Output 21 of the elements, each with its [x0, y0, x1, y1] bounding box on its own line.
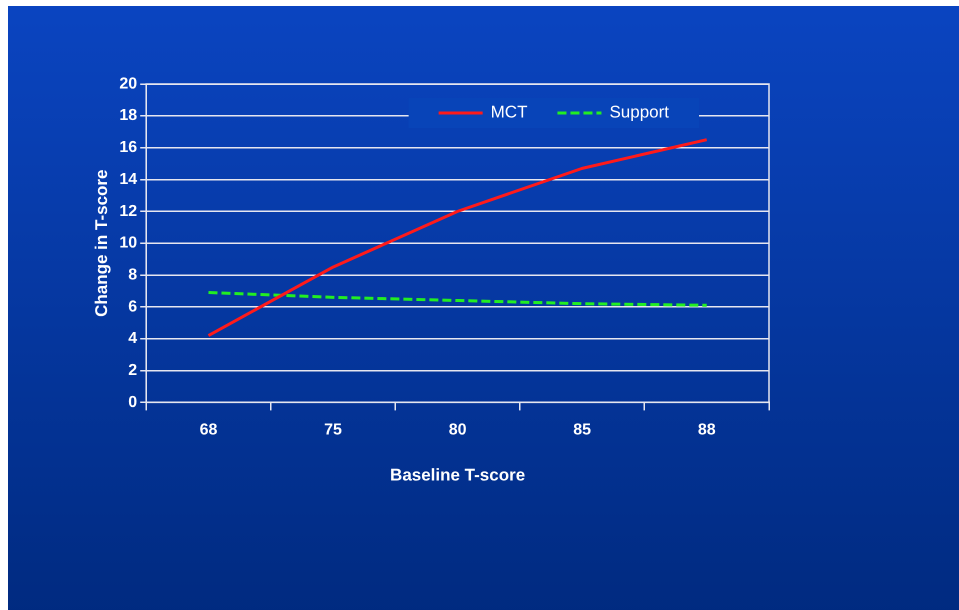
x-tick-label: 75 — [324, 421, 342, 438]
legend-label: Support — [609, 102, 670, 122]
y-tick-label: 10 — [119, 234, 138, 252]
y-tick-label: 4 — [128, 330, 138, 348]
y-tick-label: 12 — [119, 202, 138, 220]
y-tick-label: 8 — [128, 266, 138, 284]
x-tick-label: 88 — [698, 421, 716, 438]
line-series — [206, 291, 708, 307]
y-tick-label: 14 — [119, 170, 138, 188]
x-tick-label: 80 — [448, 421, 467, 438]
x-tick-label: 68 — [200, 421, 218, 438]
x-axis-title: Baseline T-score — [390, 465, 526, 484]
y-tick-label: 0 — [128, 394, 138, 411]
y-tick-label: 2 — [128, 362, 138, 379]
y-axis-title: Change in T-score — [92, 170, 111, 317]
x-tick-label: 85 — [573, 421, 592, 438]
y-tick-label: 20 — [119, 75, 138, 92]
y-tick-label: 18 — [119, 107, 138, 124]
y-tick-label: 16 — [119, 139, 138, 156]
y-tick-label: 6 — [128, 298, 138, 316]
legend-label: MCT — [490, 102, 528, 122]
